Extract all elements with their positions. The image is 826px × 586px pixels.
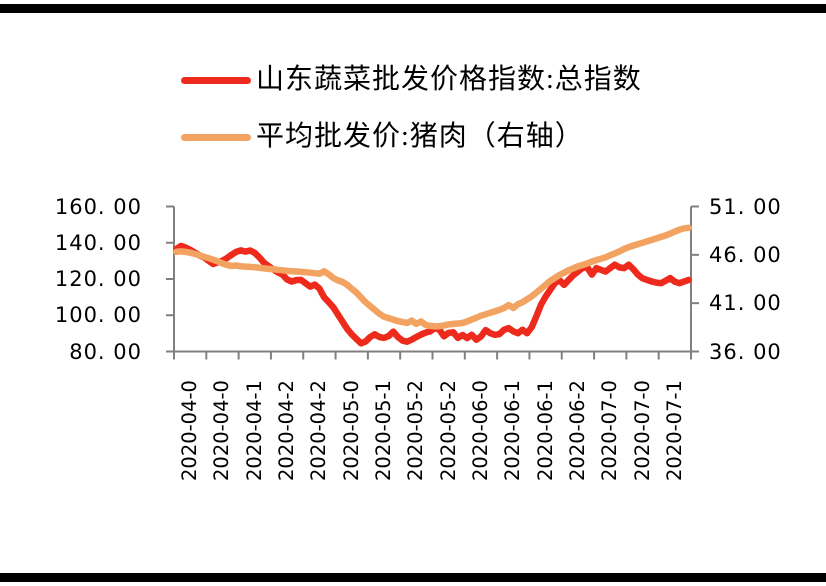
y-axis-label-left: 80. 00 bbox=[69, 339, 142, 364]
x-axis-label: 2020-05-1 bbox=[372, 380, 396, 481]
y-axis-label-right: 36. 00 bbox=[709, 339, 782, 364]
legend-label-vegetable-index: 山东蔬菜批发价格指数:总指数 bbox=[256, 64, 642, 95]
x-axis-label: 2020-07-1 bbox=[662, 380, 686, 481]
x-axis-label: 2020-04-0 bbox=[210, 380, 234, 481]
y-axis-label-left: 120. 00 bbox=[54, 267, 142, 291]
legend-label-pork-price: 平均批发价:猪肉（右轴） bbox=[256, 121, 584, 152]
x-axis-label: 2020-07-0 bbox=[598, 380, 622, 481]
x-axis-label: 2020-05-2 bbox=[404, 380, 428, 481]
x-axis-label: 2020-06-1 bbox=[533, 380, 557, 481]
x-axis-label: 2020-06-0 bbox=[468, 380, 492, 481]
y-axis-label-left: 100. 00 bbox=[54, 303, 142, 328]
y-axis-label-right: 41. 00 bbox=[709, 291, 782, 316]
x-axis-label: 2020-04-1 bbox=[242, 380, 266, 481]
series-line-0 bbox=[173, 242, 692, 347]
bottom-border-bar bbox=[0, 573, 826, 582]
x-axis-label: 2020-05-0 bbox=[339, 380, 363, 481]
legend-line-swatch-orange bbox=[181, 133, 251, 141]
x-axis-label: 2020-05-2 bbox=[436, 380, 460, 481]
x-axis-label: 2020-07-0 bbox=[630, 380, 654, 481]
x-axis-label: 2020-06-1 bbox=[501, 380, 525, 481]
top-border-bar bbox=[0, 4, 826, 13]
x-axis-label: 2020-04-2 bbox=[307, 380, 331, 481]
x-axis-label: 2020-04-0 bbox=[178, 380, 202, 481]
legend-item-vegetable-index: 山东蔬菜批发价格指数:总指数 bbox=[181, 66, 642, 94]
x-axis-label: 2020-06-2 bbox=[565, 380, 589, 481]
y-axis-label-right: 51. 00 bbox=[709, 194, 782, 219]
legend-item-pork-price: 平均批发价:猪肉（右轴） bbox=[181, 123, 584, 151]
y-axis-label-right: 46. 00 bbox=[709, 242, 782, 267]
y-axis-label-left: 160. 00 bbox=[54, 194, 142, 219]
series-line-1 bbox=[173, 224, 692, 330]
legend-line-swatch-red bbox=[181, 76, 251, 84]
x-axis-label: 2020-04-2 bbox=[275, 380, 299, 481]
y-axis-label-left: 140. 00 bbox=[54, 230, 142, 255]
axis-ticks bbox=[166, 205, 699, 360]
